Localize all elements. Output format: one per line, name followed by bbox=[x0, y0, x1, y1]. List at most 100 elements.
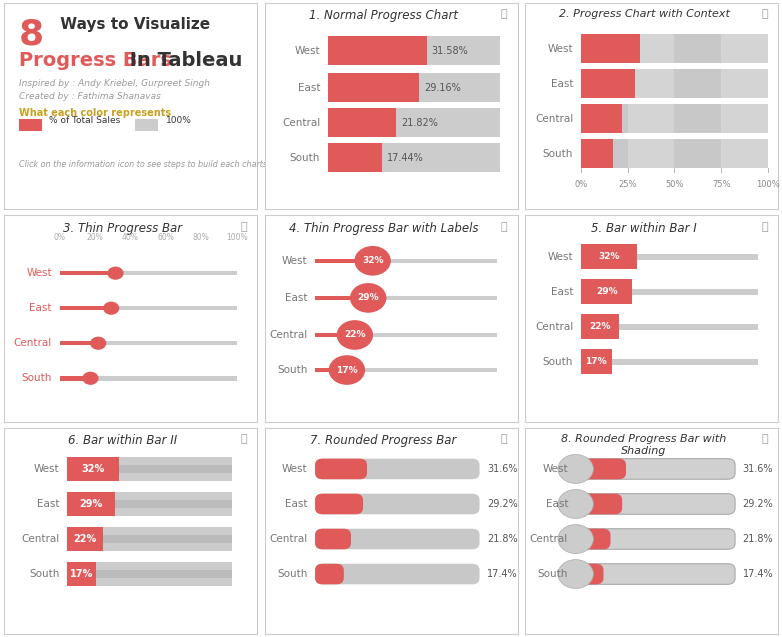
Text: ⓘ: ⓘ bbox=[500, 10, 508, 19]
Text: Ways to Visualize: Ways to Visualize bbox=[55, 17, 210, 32]
Text: In Tableau: In Tableau bbox=[123, 50, 242, 69]
Text: 3. Thin Progress Bar: 3. Thin Progress Bar bbox=[63, 222, 182, 234]
Text: 0%: 0% bbox=[54, 233, 66, 242]
FancyBboxPatch shape bbox=[581, 69, 635, 98]
Text: West: West bbox=[295, 46, 320, 55]
FancyBboxPatch shape bbox=[576, 564, 735, 584]
Text: 21.8%: 21.8% bbox=[743, 534, 773, 544]
FancyBboxPatch shape bbox=[581, 34, 628, 63]
Text: East: East bbox=[30, 303, 52, 313]
Text: 17%: 17% bbox=[336, 366, 357, 375]
Text: 80%: 80% bbox=[193, 233, 210, 242]
Text: 32%: 32% bbox=[81, 464, 105, 474]
FancyBboxPatch shape bbox=[581, 245, 637, 269]
Text: 8: 8 bbox=[19, 18, 45, 52]
Text: 17.44%: 17.44% bbox=[387, 153, 424, 162]
Text: ⓘ: ⓘ bbox=[500, 222, 508, 232]
FancyBboxPatch shape bbox=[721, 140, 768, 168]
FancyBboxPatch shape bbox=[328, 36, 426, 65]
FancyBboxPatch shape bbox=[721, 69, 768, 98]
FancyBboxPatch shape bbox=[59, 306, 237, 310]
Circle shape bbox=[328, 355, 365, 385]
Text: 29%: 29% bbox=[80, 499, 102, 509]
FancyBboxPatch shape bbox=[576, 459, 626, 479]
Text: 29.2%: 29.2% bbox=[487, 499, 518, 509]
FancyBboxPatch shape bbox=[315, 459, 479, 479]
FancyBboxPatch shape bbox=[721, 104, 768, 133]
Text: South: South bbox=[543, 357, 573, 367]
FancyBboxPatch shape bbox=[628, 34, 674, 63]
Text: East: East bbox=[551, 287, 573, 297]
Text: East: East bbox=[546, 499, 568, 509]
FancyBboxPatch shape bbox=[576, 529, 611, 549]
Text: 8. Rounded Progress Bar with
Shading: 8. Rounded Progress Bar with Shading bbox=[561, 434, 726, 455]
FancyBboxPatch shape bbox=[315, 529, 351, 549]
FancyBboxPatch shape bbox=[576, 564, 604, 584]
Text: East: East bbox=[37, 499, 59, 509]
Text: East: East bbox=[285, 499, 307, 509]
Text: Created by : Fathima Shanavas: Created by : Fathima Shanavas bbox=[19, 92, 161, 101]
Text: 0%: 0% bbox=[574, 180, 587, 189]
Text: ⓘ: ⓘ bbox=[762, 222, 768, 232]
Text: 29%: 29% bbox=[357, 294, 379, 303]
Text: Central: Central bbox=[269, 330, 307, 340]
Text: Central: Central bbox=[535, 322, 573, 332]
FancyBboxPatch shape bbox=[581, 34, 640, 63]
FancyBboxPatch shape bbox=[328, 108, 500, 137]
Text: 100%: 100% bbox=[226, 233, 247, 242]
Text: 29%: 29% bbox=[596, 287, 617, 296]
FancyBboxPatch shape bbox=[581, 280, 633, 304]
Text: Central: Central bbox=[282, 118, 320, 127]
Circle shape bbox=[336, 320, 373, 350]
Text: 60%: 60% bbox=[157, 233, 174, 242]
FancyBboxPatch shape bbox=[576, 494, 622, 514]
FancyBboxPatch shape bbox=[315, 296, 497, 300]
Circle shape bbox=[103, 301, 120, 315]
Text: 4. Thin Progress Bar with Labels: 4. Thin Progress Bar with Labels bbox=[289, 222, 478, 234]
Text: 25%: 25% bbox=[619, 180, 637, 189]
FancyBboxPatch shape bbox=[67, 492, 231, 517]
Text: South: South bbox=[29, 569, 59, 579]
Text: 2. Progress Chart with Context: 2. Progress Chart with Context bbox=[558, 10, 730, 19]
FancyBboxPatch shape bbox=[135, 118, 158, 131]
FancyBboxPatch shape bbox=[581, 324, 758, 330]
Text: 32%: 32% bbox=[362, 256, 383, 265]
FancyBboxPatch shape bbox=[115, 500, 231, 508]
FancyBboxPatch shape bbox=[674, 34, 721, 63]
Text: 100%: 100% bbox=[756, 180, 780, 189]
Text: 31.6%: 31.6% bbox=[487, 464, 518, 474]
FancyBboxPatch shape bbox=[581, 69, 628, 98]
FancyBboxPatch shape bbox=[67, 562, 231, 587]
Text: 17%: 17% bbox=[586, 357, 607, 366]
Text: East: East bbox=[551, 78, 573, 89]
Text: South: South bbox=[543, 148, 573, 159]
Text: 17.4%: 17.4% bbox=[487, 569, 518, 579]
Text: 7. Rounded Progress Bar: 7. Rounded Progress Bar bbox=[310, 434, 457, 447]
Text: 22%: 22% bbox=[590, 322, 611, 331]
FancyBboxPatch shape bbox=[59, 376, 91, 380]
Text: West: West bbox=[547, 43, 573, 54]
Text: ⓘ: ⓘ bbox=[762, 434, 768, 444]
Circle shape bbox=[90, 336, 106, 350]
Text: 31.6%: 31.6% bbox=[743, 464, 773, 474]
Text: 21.82%: 21.82% bbox=[401, 118, 438, 127]
Circle shape bbox=[558, 560, 594, 589]
FancyBboxPatch shape bbox=[315, 564, 344, 584]
Text: Central: Central bbox=[530, 534, 568, 544]
Text: 40%: 40% bbox=[122, 233, 139, 242]
Circle shape bbox=[350, 283, 386, 313]
FancyBboxPatch shape bbox=[315, 494, 363, 514]
FancyBboxPatch shape bbox=[628, 104, 674, 133]
Text: South: South bbox=[22, 373, 52, 383]
FancyBboxPatch shape bbox=[59, 306, 111, 310]
FancyBboxPatch shape bbox=[315, 333, 497, 337]
FancyBboxPatch shape bbox=[581, 140, 613, 168]
Text: Progress Bars: Progress Bars bbox=[19, 50, 172, 69]
Text: South: South bbox=[277, 365, 307, 375]
FancyBboxPatch shape bbox=[67, 492, 115, 517]
FancyBboxPatch shape bbox=[576, 494, 735, 514]
FancyBboxPatch shape bbox=[581, 359, 758, 365]
Circle shape bbox=[558, 455, 594, 483]
Circle shape bbox=[558, 490, 594, 519]
FancyBboxPatch shape bbox=[628, 69, 674, 98]
